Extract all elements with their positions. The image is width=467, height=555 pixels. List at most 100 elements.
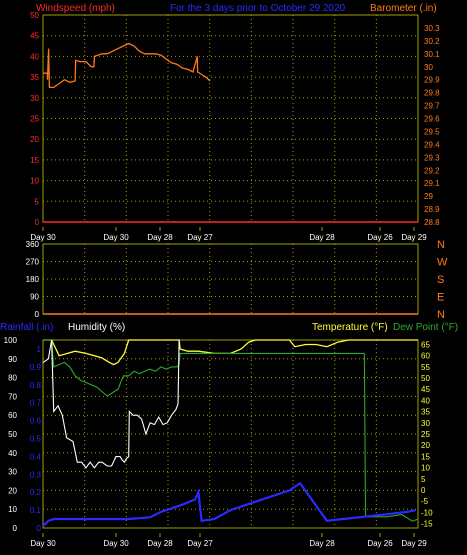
wind-y-tick-label: 0 xyxy=(35,218,40,227)
barometer-y-tick-label: 28.8 xyxy=(424,218,440,227)
date-range-header: For the 3 days prior to October 29 2020 xyxy=(170,3,346,14)
temperature-y-tick-label: 5 xyxy=(421,475,426,484)
rain-y-tick-label: 0.5 xyxy=(30,434,42,443)
climate-x-tick-label: Day 28 xyxy=(147,539,173,548)
humidity-y-tick-label: 20 xyxy=(8,486,17,495)
barometer-y-tick-label: 30.2 xyxy=(424,37,440,46)
climate-x-tick-label: Day 30 xyxy=(30,539,56,548)
humidity-y-tick-label: 10 xyxy=(8,505,17,514)
winddir-compass-label: N xyxy=(437,239,445,251)
winddir-compass-label: W xyxy=(437,257,448,269)
windspeed-header: Windspeed (mph) xyxy=(36,3,115,14)
humidity-y-tick-label: 70 xyxy=(8,392,17,401)
rainfall-legend: Rainfall (.in) xyxy=(0,322,53,333)
winddir-y-tick-label: 90 xyxy=(30,293,39,302)
temperature-y-tick-label: -5 xyxy=(421,497,429,506)
temperature-legend: Temperature (°F) xyxy=(312,322,388,333)
rainfall-series-line xyxy=(42,481,417,527)
dewpoint-legend: Dew Point (°F) xyxy=(393,322,458,333)
humidity-legend: Humidity (%) xyxy=(68,322,125,333)
temperature-y-tick-label: 50 xyxy=(421,374,430,383)
wind-x-tick-label: Day 28 xyxy=(309,233,335,242)
temperature-y-tick-label: 65 xyxy=(421,340,430,349)
rain-humidity-temperature-chart: 010203040506070809010000.10.20.30.40.50.… xyxy=(4,336,433,548)
winddir-compass-label: N xyxy=(437,309,445,321)
temperature-y-tick-label: 40 xyxy=(421,396,430,405)
humidity-y-tick-label: 0 xyxy=(13,524,18,533)
temperature-y-tick-label: 55 xyxy=(421,363,430,372)
barometer-y-tick-label: 28.9 xyxy=(424,205,440,214)
wind-y-tick-label: 5 xyxy=(35,197,40,206)
barometer-y-tick-label: 29.9 xyxy=(424,76,440,85)
winddir-y-tick-label: 180 xyxy=(26,275,40,284)
wind-x-tick-label: Day 30 xyxy=(103,233,129,242)
rain-y-tick-label: 0.4 xyxy=(30,452,42,461)
barometer-y-tick-label: 29.1 xyxy=(424,179,440,188)
temperature-y-tick-label: 30 xyxy=(421,419,430,428)
temperature-y-tick-label: 10 xyxy=(421,464,430,473)
temperature-y-tick-label: -15 xyxy=(421,520,433,529)
rain-y-tick-label: 0.3 xyxy=(30,470,42,479)
climate-x-tick-label: Day 28 xyxy=(309,539,335,548)
humidity-series-line xyxy=(42,339,180,469)
temperature-y-tick-label: 60 xyxy=(421,352,430,361)
barometer-header: Barometer (.in) xyxy=(370,3,437,14)
wind-barometer-chart: 0 5 10 15 20 25 30 35 40 45 50 28.8 28.9 29 29.1 29.2 29… xyxy=(30,11,440,242)
wind-x-tick-label: Day 26 xyxy=(367,233,393,242)
barometer-y-tick-label: 29.7 xyxy=(424,102,440,111)
barometer-series-line xyxy=(43,42,211,89)
barometer-y-tick-label: 29.2 xyxy=(424,166,440,175)
wind-y-tick-label: 15 xyxy=(30,156,39,165)
barometer-y-tick-label: 29 xyxy=(424,192,433,201)
wind-y-tick-label: 20 xyxy=(30,135,39,144)
rain-y-tick-label: 0 xyxy=(37,524,42,533)
temperature-y-tick-label: -10 xyxy=(421,508,433,517)
rain-y-tick-label: 0.1 xyxy=(30,506,42,515)
humidity-y-tick-label: 30 xyxy=(8,468,17,477)
rain-y-tick-label: 1 xyxy=(37,345,42,354)
wind-y-tick-label: 10 xyxy=(30,177,39,186)
winddir-y-tick-label: 360 xyxy=(26,240,40,249)
barometer-y-tick-label: 30 xyxy=(424,63,433,72)
temperature-y-tick-label: 25 xyxy=(421,430,430,439)
wind-x-tick-label: Day 29 xyxy=(401,233,427,242)
climate-x-tick-label: Day 27 xyxy=(187,539,213,548)
temperature-y-tick-label: 0 xyxy=(421,486,426,495)
winddir-y-tick-label: 0 xyxy=(35,310,40,319)
wind-y-tick-label: 40 xyxy=(30,52,39,61)
barometer-y-tick-label: 29.5 xyxy=(424,127,440,136)
wind-x-tick-label: Day 30 xyxy=(30,233,56,242)
humidity-y-tick-label: 90 xyxy=(8,355,17,364)
temperature-y-tick-label: 20 xyxy=(421,441,430,450)
wind-y-tick-label: 30 xyxy=(30,94,39,103)
temperature-y-tick-label: 45 xyxy=(421,385,430,394)
temperature-series-line xyxy=(43,339,418,366)
winddir-compass-label: E xyxy=(437,292,444,304)
humidity-y-tick-label: 100 xyxy=(4,336,18,345)
barometer-y-tick-label: 30.3 xyxy=(424,24,440,33)
wind-x-tick-label: Day 27 xyxy=(187,233,213,242)
rain-y-tick-label: 0.6 xyxy=(30,417,42,426)
rain-y-tick-label: 0.9 xyxy=(30,363,42,372)
humidity-y-tick-label: 60 xyxy=(8,411,17,420)
wind-y-tick-label: 45 xyxy=(30,32,39,41)
humidity-y-tick-label: 50 xyxy=(8,430,17,439)
temperature-y-tick-label: 15 xyxy=(421,452,430,461)
dewpoint-series-line xyxy=(43,339,419,522)
rain-y-tick-label: 0.7 xyxy=(30,399,42,408)
climate-x-tick-label: Day 30 xyxy=(103,539,129,548)
wind-y-tick-label: 25 xyxy=(30,115,39,124)
winddir-y-tick-label: 270 xyxy=(26,258,40,267)
barometer-y-tick-label: 29.4 xyxy=(424,140,440,149)
rain-y-tick-label: 0.8 xyxy=(30,381,42,390)
barometer-y-tick-label: 29.8 xyxy=(424,89,440,98)
barometer-y-tick-label: 29.6 xyxy=(424,115,440,124)
wind-y-tick-label: 35 xyxy=(30,73,39,82)
climate-x-tick-label: Day 26 xyxy=(367,539,393,548)
barometer-y-tick-label: 29.3 xyxy=(424,153,440,162)
humidity-y-tick-label: 40 xyxy=(8,449,17,458)
humidity-y-tick-label: 80 xyxy=(8,374,17,383)
rain-y-tick-label: 0.2 xyxy=(30,488,42,497)
barometer-y-tick-label: 30.1 xyxy=(424,50,440,59)
